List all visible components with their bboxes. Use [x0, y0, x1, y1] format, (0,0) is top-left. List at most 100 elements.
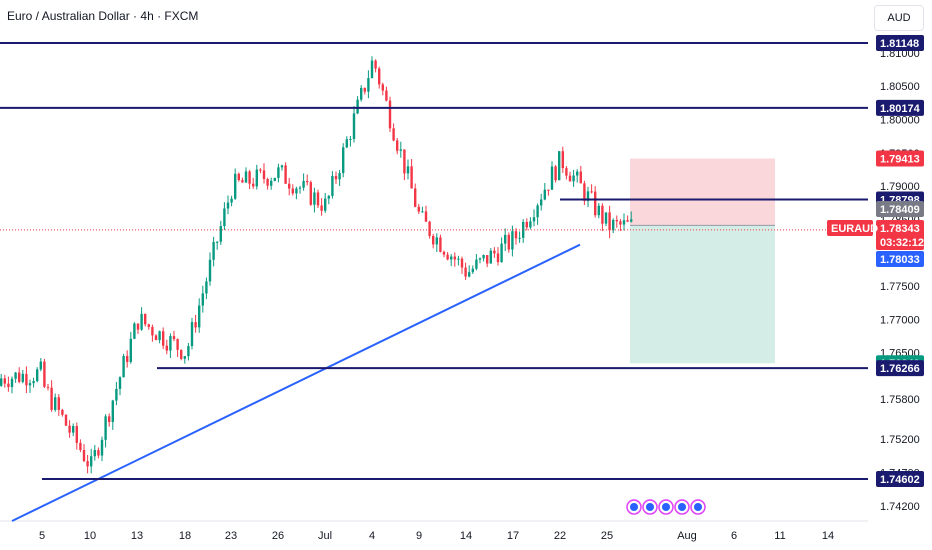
candle-body	[108, 416, 111, 423]
symbol-title: Euro / Australian Dollar · 4h · FXCM	[7, 9, 199, 23]
candle-body	[122, 355, 125, 378]
candle-body	[604, 212, 608, 224]
candle-body	[360, 87, 363, 100]
candle-body	[244, 171, 248, 183]
candle-body	[158, 331, 161, 341]
candle-body	[3, 378, 6, 384]
candle-body	[180, 349, 183, 359]
price-tag	[876, 471, 924, 487]
candle-body	[381, 84, 384, 91]
candle-body	[550, 166, 554, 190]
trendline	[11, 243, 581, 522]
price-tag-label: 1.78409	[880, 204, 920, 216]
symbol-tag-label: EURAUD	[831, 223, 878, 235]
candle-body	[144, 313, 147, 325]
event-icon-dot	[662, 503, 670, 511]
price-tag	[876, 201, 924, 217]
candle-body	[205, 281, 208, 294]
candle-body	[568, 175, 572, 182]
candle-body	[79, 442, 82, 451]
candle-body	[39, 361, 42, 370]
candle-body	[478, 258, 482, 260]
candle-body	[277, 167, 280, 178]
price-tag	[876, 251, 924, 267]
candle-body	[313, 192, 316, 205]
candle-body	[169, 336, 172, 351]
candle-body	[226, 202, 230, 209]
candle-body	[140, 313, 143, 330]
price-tag-label: 1.78033	[880, 254, 920, 266]
candle-body	[547, 189, 550, 191]
y-tick-label: 1.77500	[880, 281, 920, 293]
currency-button[interactable]: AUD	[874, 5, 924, 31]
symbol-tag	[827, 220, 873, 236]
candle-body	[432, 235, 435, 245]
candle-body	[500, 243, 503, 263]
candle-body	[396, 140, 399, 151]
candle-body	[316, 192, 320, 206]
price-tag	[876, 99, 924, 116]
candle-body	[100, 439, 104, 456]
candle-body	[511, 231, 514, 250]
candle-body	[306, 181, 309, 183]
candle-body	[280, 165, 284, 168]
candle-body	[493, 250, 496, 254]
candle-body	[414, 188, 417, 207]
candle-body	[320, 205, 323, 211]
candle-body	[349, 138, 352, 140]
candle-body	[234, 173, 237, 199]
event-icon-dot	[630, 503, 638, 511]
candle-body	[594, 191, 597, 216]
y-tick-label: 1.74200	[880, 501, 920, 513]
stop-loss-zone	[630, 158, 775, 226]
price-tag-label: 1.79413	[880, 154, 920, 166]
candle-body	[104, 416, 107, 440]
x-tick-label: 18	[179, 530, 191, 542]
candle-body	[97, 450, 100, 456]
candle-body	[14, 372, 17, 379]
candle-body	[118, 377, 122, 389]
candle-body	[378, 68, 381, 85]
candle-body	[558, 151, 561, 181]
candle-body	[165, 345, 168, 351]
candle-body	[543, 189, 546, 200]
candle-body	[43, 361, 46, 387]
candle-body	[356, 99, 359, 114]
candle-body	[529, 221, 532, 228]
candle-body	[608, 212, 611, 231]
x-tick-label: 5	[39, 530, 45, 542]
candle-body	[331, 175, 334, 196]
candle-body	[162, 331, 165, 346]
candle-body	[561, 151, 564, 169]
candle-body	[324, 198, 327, 211]
candle-body	[482, 255, 485, 259]
candle-body	[460, 258, 464, 268]
candle-body	[572, 175, 575, 182]
candle-body	[352, 113, 356, 139]
candle-body	[129, 338, 132, 362]
candle-body	[630, 219, 633, 222]
price-tag-label: 1.76266	[880, 363, 920, 375]
candle-body	[421, 211, 424, 213]
candle-body	[536, 205, 539, 218]
price-tag	[876, 360, 924, 377]
candle-body	[46, 386, 50, 388]
price-tag	[876, 35, 924, 51]
candle-body	[262, 170, 266, 179]
candle-body	[450, 256, 453, 260]
candle-body	[496, 253, 500, 263]
candle-body	[190, 322, 194, 347]
candle-body	[579, 171, 582, 184]
x-tick-label: Aug	[677, 530, 697, 542]
candle-body	[486, 255, 489, 264]
candle-body	[54, 397, 57, 410]
candle-body	[176, 339, 179, 350]
candle-body	[417, 206, 420, 212]
candle-body	[453, 256, 456, 260]
candle-body	[201, 293, 204, 306]
candle-body	[255, 169, 258, 187]
candle-body	[208, 259, 212, 282]
candle-body	[25, 373, 28, 386]
y-tick-label: 1.77000	[880, 314, 920, 326]
